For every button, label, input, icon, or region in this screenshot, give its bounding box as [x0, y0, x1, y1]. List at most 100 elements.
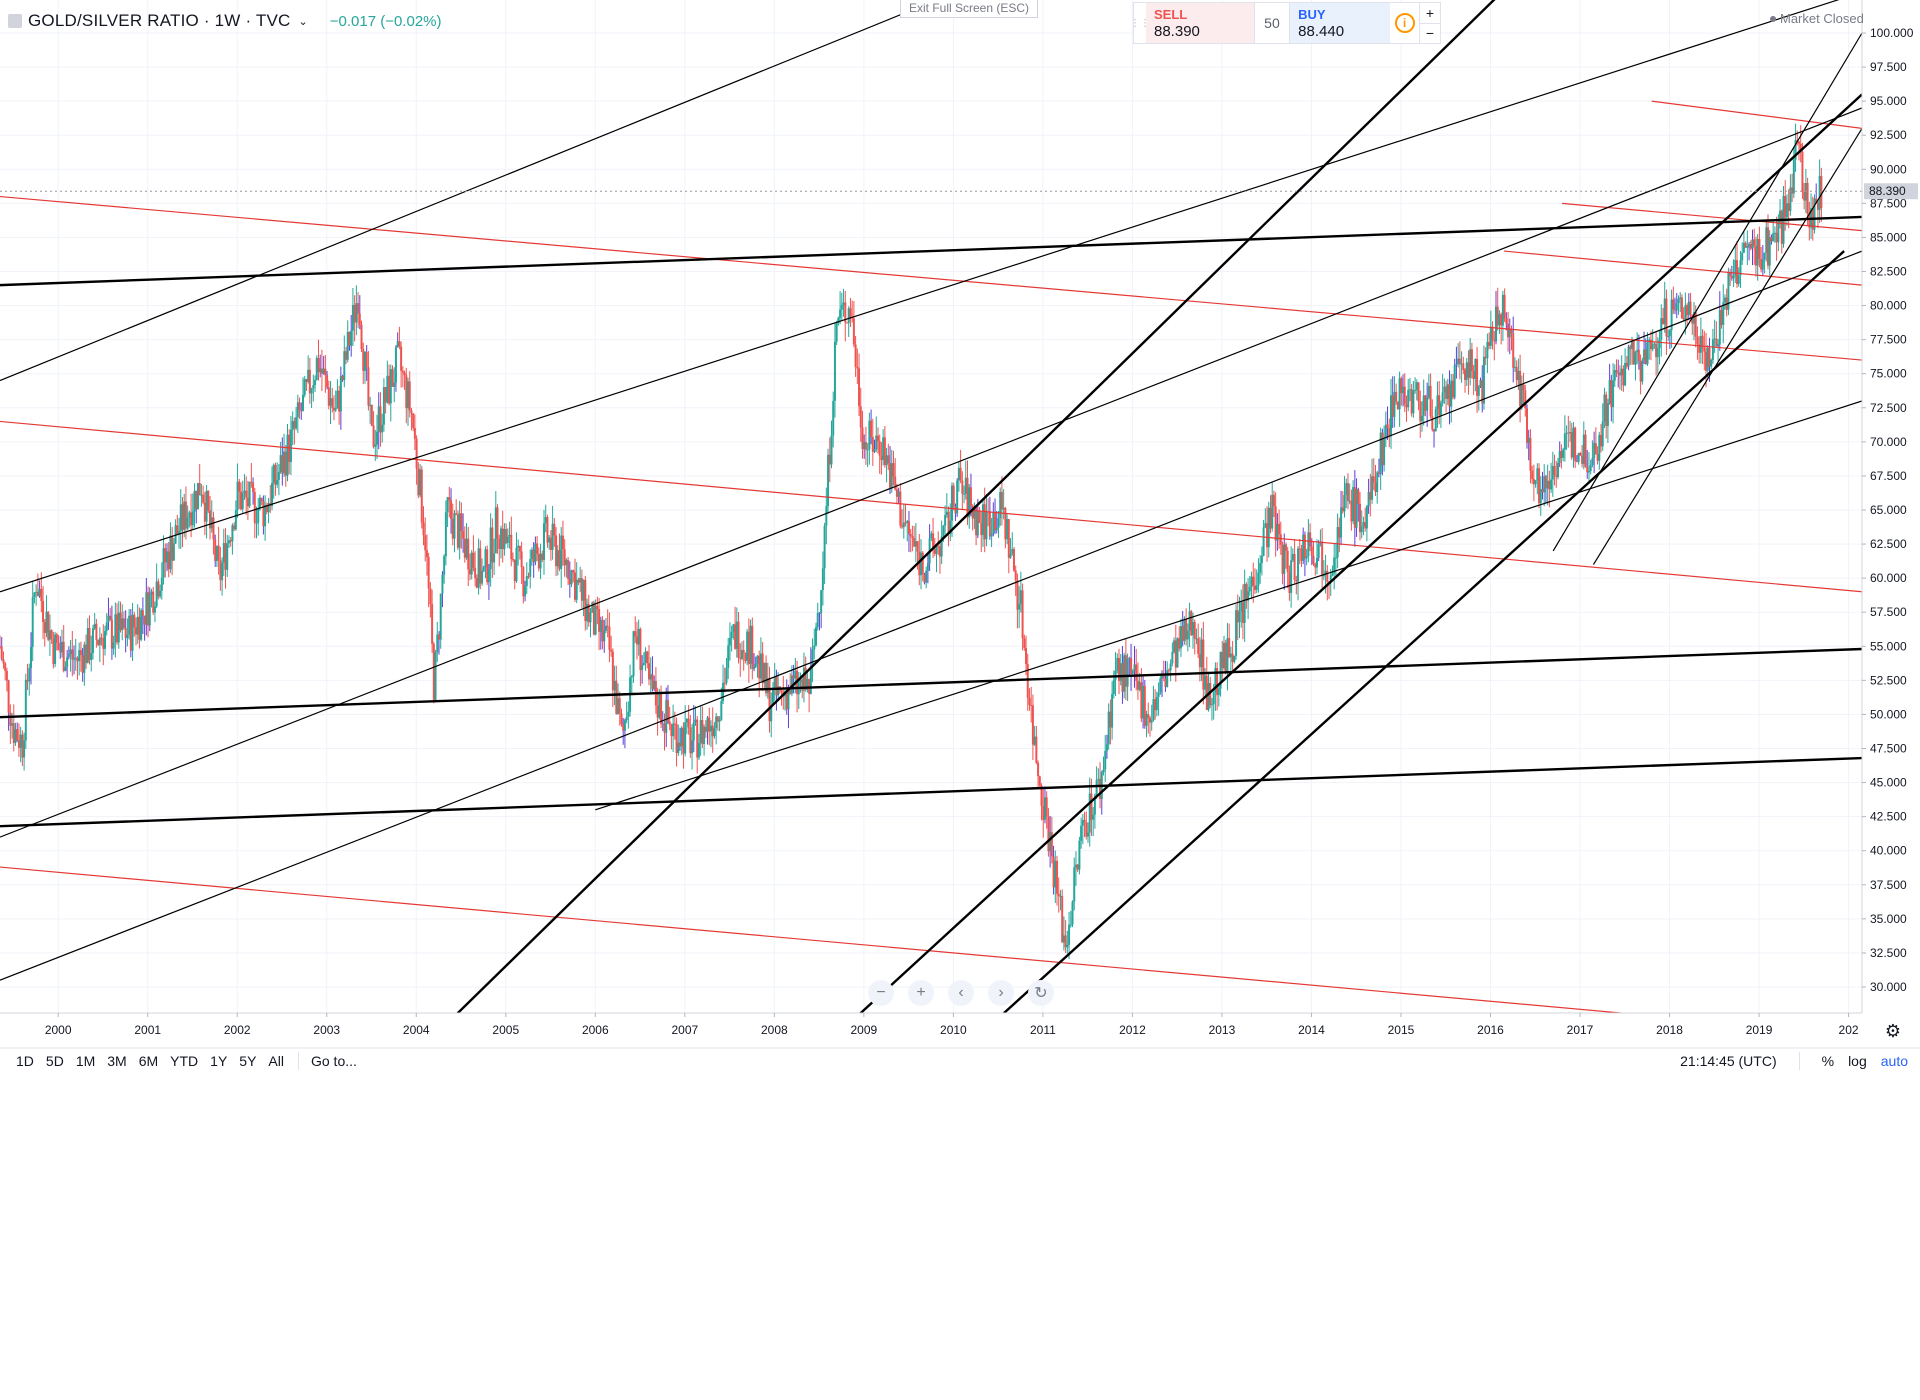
candle-body	[121, 618, 124, 631]
info-button[interactable]: i	[1390, 3, 1419, 43]
trendline-thin[interactable]	[1552, 32, 1862, 552]
trendline-thick[interactable]	[0, 215, 1862, 287]
trendline-thick[interactable]	[0, 756, 1862, 828]
candle-body	[443, 556, 446, 575]
candle-body	[1312, 555, 1315, 565]
candle-body	[751, 625, 754, 669]
candle-body	[1302, 534, 1305, 561]
candle-body	[1692, 311, 1695, 324]
candle-body	[157, 581, 160, 597]
candle-body	[1615, 370, 1618, 373]
candle-body	[1109, 711, 1112, 728]
candle-body	[847, 308, 850, 324]
log-scale-button[interactable]: log	[1848, 1053, 1867, 1069]
candle-body	[637, 628, 640, 645]
candle-body	[1240, 602, 1243, 612]
clock[interactable]: 21:14:45 (UTC)	[1680, 1053, 1777, 1069]
candle-body	[1767, 227, 1770, 266]
candle-body	[207, 490, 210, 511]
candle-body	[1322, 574, 1325, 577]
candle-body	[119, 612, 122, 631]
candle-body	[1734, 260, 1737, 276]
trendline-thick[interactable]	[456, 0, 1558, 1014]
candle-body	[1307, 532, 1310, 557]
symbol-icon[interactable]	[8, 14, 22, 28]
candle-body	[951, 485, 954, 521]
candle-body	[914, 541, 917, 547]
reset-chart-button[interactable]: ↻	[1028, 980, 1054, 1006]
range-button-5d[interactable]: 5D	[45, 1053, 64, 1069]
candle-body	[1372, 476, 1375, 483]
trendline-thin[interactable]	[0, 0, 1862, 382]
candle-body	[849, 308, 852, 318]
range-button-5y[interactable]: 5Y	[239, 1053, 257, 1069]
gear-icon[interactable]: ⚙	[1884, 1020, 1902, 1041]
candle-body	[388, 375, 391, 404]
trendline-thin[interactable]	[0, 0, 1862, 593]
trendline-red[interactable]	[0, 420, 1862, 593]
candle-body	[820, 590, 823, 613]
candle-body	[1056, 860, 1059, 894]
candle-body	[494, 507, 497, 554]
goto-button[interactable]: Go to...	[310, 1053, 357, 1069]
candle-body	[544, 516, 547, 524]
range-button-all[interactable]: All	[268, 1053, 284, 1069]
candle-body	[1474, 359, 1477, 379]
buy-button[interactable]: BUY 88.440	[1290, 3, 1391, 43]
range-button-1d[interactable]: 1D	[16, 1053, 34, 1069]
candle-body	[265, 505, 268, 513]
range-button-ytd[interactable]: YTD	[170, 1053, 199, 1069]
trendline-thick[interactable]	[1002, 250, 1845, 1014]
range-button-6m[interactable]: 6M	[138, 1053, 159, 1069]
drag-handle-icon[interactable]: ⋮⋮	[1130, 17, 1150, 29]
candle-body	[1424, 395, 1427, 411]
trendline-thin[interactable]	[0, 250, 1862, 981]
trendline-red[interactable]	[0, 866, 1862, 1035]
toolbar-right: 21:14:45 (UTC) % log auto	[1680, 1052, 1908, 1070]
candle-body	[104, 631, 107, 649]
trendline-red[interactable]	[1562, 202, 1862, 232]
candle-body	[116, 614, 119, 643]
zoom-in-button[interactable]: +	[908, 980, 934, 1006]
candle-body	[827, 454, 830, 507]
candle-body	[861, 427, 864, 450]
candle-body	[1064, 935, 1067, 948]
quantity-field[interactable]: 50	[1253, 3, 1291, 43]
scroll-left-button[interactable]: ‹	[948, 980, 974, 1006]
candle-body	[1398, 378, 1401, 410]
trendline-thick[interactable]	[858, 93, 1862, 1014]
candle-body	[238, 481, 241, 492]
decrease-button[interactable]: −	[1425, 25, 1435, 42]
auto-scale-button[interactable]: auto	[1880, 1053, 1908, 1069]
symbol-title[interactable]: GOLD/SILVER RATIO · 1W · TVC	[28, 11, 291, 30]
range-button-1m[interactable]: 1M	[75, 1053, 96, 1069]
candle-body	[1093, 795, 1096, 815]
range-button-1y[interactable]: 1Y	[210, 1053, 228, 1069]
trendline-red[interactable]	[1651, 100, 1862, 129]
chart-canvas[interactable]: 30.000 32.500 35.000 37.500 40.000 42.500 45.0…	[0, 0, 1920, 1049]
scroll-right-button[interactable]: ›	[988, 980, 1014, 1006]
trendline-thin[interactable]	[1592, 128, 1862, 565]
candle-body	[391, 369, 394, 387]
trendline-red[interactable]	[0, 195, 1862, 361]
sell-button[interactable]: SELL 88.390	[1146, 3, 1254, 43]
trendline-red[interactable]	[1503, 250, 1862, 286]
candle-body	[591, 602, 594, 613]
candle-body	[785, 691, 788, 710]
percent-scale-button[interactable]: %	[1821, 1053, 1835, 1069]
increase-button[interactable]: +	[1419, 3, 1440, 24]
exit-fullscreen-button[interactable]: Exit Full Screen (ESC)	[900, 0, 1039, 18]
trendline-thick[interactable]	[0, 647, 1862, 719]
trendline-thin[interactable]	[595, 400, 1862, 811]
zoom-out-button[interactable]: −	[868, 980, 894, 1006]
candle-body	[71, 649, 74, 660]
candle-body	[1586, 466, 1589, 473]
candle-body	[424, 535, 427, 551]
market-status: Market Closed	[1770, 11, 1864, 26]
range-button-3m[interactable]: 3M	[107, 1053, 127, 1069]
chevron-down-icon[interactable]: ⌄	[298, 15, 308, 28]
candle-body	[1415, 382, 1418, 390]
candle-body	[1565, 432, 1568, 434]
candle-body	[722, 682, 725, 702]
candle-body	[789, 688, 792, 694]
